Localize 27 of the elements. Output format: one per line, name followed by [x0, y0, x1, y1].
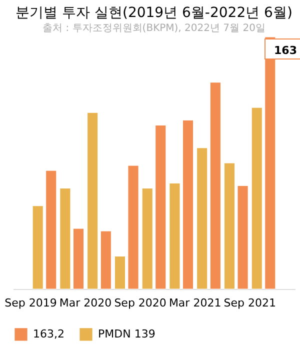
x-tick-label: Mar 2020 [59, 296, 112, 310]
chart-title: 분기별 투자 실현(2019년 6월-2022년 6월) [16, 4, 292, 21]
bar [87, 112, 98, 290]
legend-label: 163,2 [33, 327, 64, 340]
bar [224, 162, 236, 290]
bar [46, 170, 57, 290]
bar [169, 182, 180, 290]
bar [72, 228, 84, 290]
x-tick-label: Mar 2021 [168, 296, 222, 310]
x-tick-label: Sep 2019 [4, 296, 57, 310]
bar [128, 165, 139, 290]
bar [100, 230, 112, 290]
x-tick-label: Sep 2021 [224, 296, 276, 310]
chart-subtitle: 출처 : 투자조정위원회(BKPM), 2022년 7월 20일 [42, 22, 266, 34]
bar [114, 256, 126, 290]
legend-label: PMDN 139 [98, 327, 156, 340]
bar [251, 107, 262, 290]
bar [32, 206, 44, 290]
bar [196, 148, 208, 290]
bar [237, 185, 248, 290]
bar [155, 124, 166, 290]
bar [142, 188, 153, 290]
bar [210, 82, 221, 290]
annotation: 163 [274, 44, 297, 57]
x-tick-label: Sep 2020 [114, 296, 166, 310]
bar [60, 188, 71, 290]
bar [182, 120, 194, 290]
